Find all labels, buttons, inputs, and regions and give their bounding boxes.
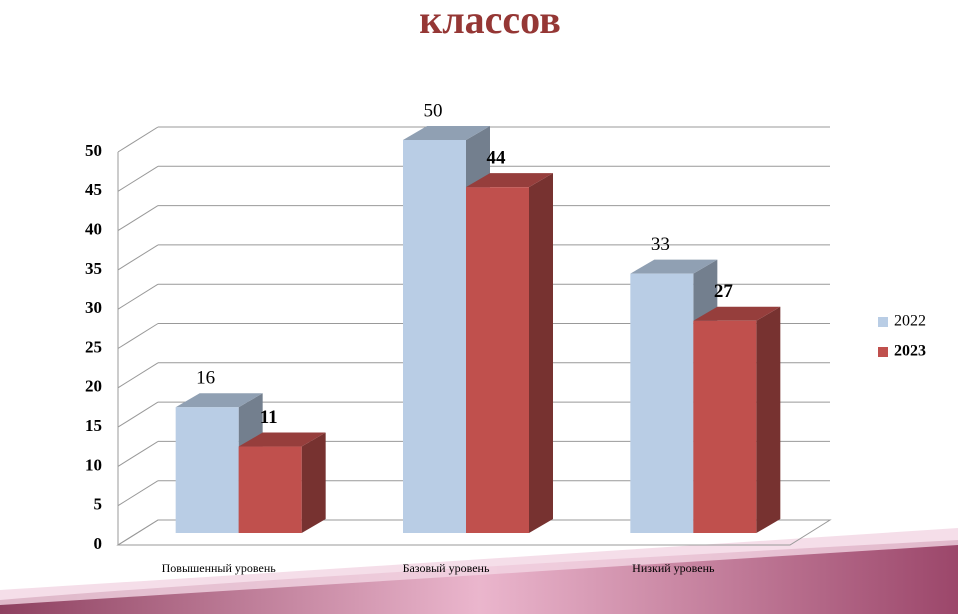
grid-line	[117, 519, 159, 546]
grid-line	[117, 165, 159, 192]
grid-line	[117, 480, 159, 507]
y-tick-label: 15	[85, 416, 102, 435]
bar	[693, 320, 757, 533]
bar	[466, 187, 529, 533]
chart-title: классов	[419, 0, 561, 42]
x-tick-label: Базовый уровень	[403, 561, 490, 575]
grid-line	[117, 323, 159, 349]
bar-top	[466, 173, 553, 188]
y-tick-label: 45	[85, 180, 102, 199]
y-tick-label: 30	[85, 298, 102, 317]
bar-top	[175, 393, 263, 408]
grid-line	[117, 401, 159, 428]
bar-side	[529, 173, 553, 533]
data-label: 16	[196, 368, 215, 389]
y-tick-label: 25	[85, 337, 102, 356]
data-label: 11	[260, 407, 278, 428]
bar	[403, 140, 466, 533]
y-tick-label: 40	[85, 220, 102, 239]
grid-line	[117, 244, 159, 271]
bar-side	[301, 432, 326, 533]
x-tick-label: Повышенный уровень	[162, 561, 277, 575]
y-tick-label: 5	[94, 495, 103, 514]
y-tick-label: 0	[94, 534, 103, 553]
grid-line	[117, 205, 159, 232]
data-label: 27	[714, 281, 734, 302]
grid-line	[117, 362, 159, 389]
decoration	[0, 528, 958, 605]
y-tick-label: 50	[85, 141, 102, 160]
data-label: 44	[487, 148, 507, 169]
bar	[630, 273, 694, 533]
legend-label: 2022	[894, 313, 926, 330]
bar-top	[403, 126, 490, 140]
data-label: 33	[651, 234, 670, 255]
bar	[175, 407, 239, 533]
grid-line	[117, 440, 159, 467]
y-tick-label: 20	[85, 377, 102, 396]
bar-top	[693, 306, 781, 321]
bar-top	[238, 432, 326, 447]
bar-side	[756, 306, 781, 533]
bar-top	[630, 259, 718, 274]
grid-line	[117, 283, 159, 310]
bar	[238, 446, 302, 533]
grid-line	[117, 126, 159, 153]
legend-swatch	[878, 317, 888, 327]
y-tick-label: 35	[85, 259, 102, 278]
y-tick-label: 10	[85, 455, 102, 474]
legend-label: 2023	[894, 343, 926, 360]
data-label: 50	[424, 100, 443, 121]
legend-swatch	[878, 347, 888, 357]
x-tick-label: Низкий уровень	[632, 561, 715, 575]
